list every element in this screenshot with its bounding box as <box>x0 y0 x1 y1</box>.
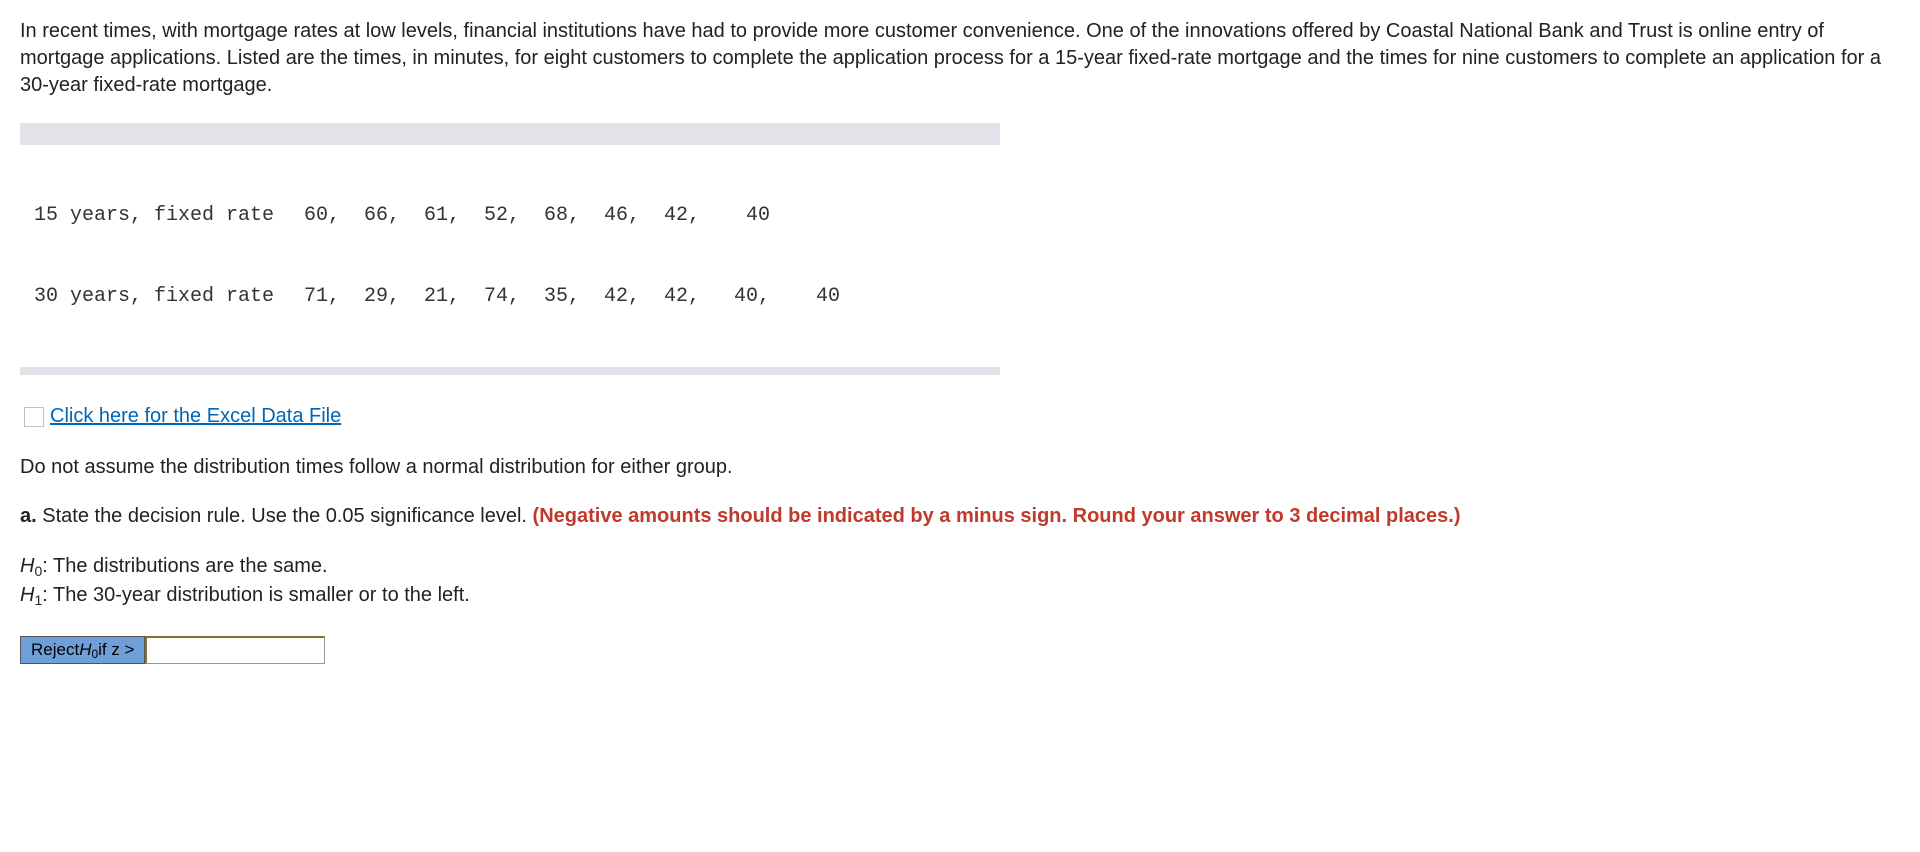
data-cell: 29, <box>340 283 400 310</box>
critical-value-input[interactable] <box>147 641 324 666</box>
data-cell: 52, <box>460 202 520 229</box>
h1-subscript: 1 <box>34 592 42 608</box>
data-cell: 42, <box>580 283 640 310</box>
excel-data-link[interactable]: Click here for the Excel Data File <box>50 403 341 430</box>
data-cell: 40, <box>700 283 770 310</box>
part-a-prefix: a. <box>20 505 42 527</box>
part-a-text: State the decision rule. Use the 0.05 si… <box>42 505 532 527</box>
h0-subscript: 0 <box>34 563 42 579</box>
table-row: 15 years, fixed rate60,66,61,52,68,46,42… <box>34 202 986 229</box>
table-row: 30 years, fixed rate71,29,21,74,35,42,42… <box>34 283 986 310</box>
h0-text: : The distributions are the same. <box>42 555 327 577</box>
reject-prefix: Reject <box>31 639 79 662</box>
data-table: 15 years, fixed rate60,66,61,52,68,46,42… <box>20 145 1000 367</box>
row-label-30yr: 30 years, fixed rate <box>34 283 280 310</box>
hypotheses-block: H0: The distributions are the same. H1: … <box>20 552 1900 610</box>
data-cell: 71, <box>280 283 340 310</box>
data-cell: 61, <box>400 202 460 229</box>
alt-hypothesis: H1: The 30-year distribution is smaller … <box>20 581 1900 610</box>
table-footer-bar <box>20 367 1000 375</box>
data-cell: 40 <box>770 283 840 310</box>
h1-text: : The 30-year distribution is smaller or… <box>42 584 470 606</box>
data-cell: 42, <box>640 283 700 310</box>
part-a-prompt: a. State the decision rule. Use the 0.05… <box>20 503 1900 530</box>
reject-h-symbol: H <box>79 639 91 662</box>
problem-intro: In recent times, with mortgage rates at … <box>20 18 1900 99</box>
file-icon <box>24 407 44 427</box>
data-cell: 68, <box>520 202 580 229</box>
table-header-bar <box>20 123 1000 145</box>
h1-symbol: H <box>20 584 34 606</box>
excel-link-row: Click here for the Excel Data File <box>24 403 1900 430</box>
data-cell: 66, <box>340 202 400 229</box>
data-cell: 40 <box>700 202 770 229</box>
part-a-instruction: (Negative amounts should be indicated by… <box>533 505 1461 527</box>
data-cell: 46, <box>580 202 640 229</box>
data-cell: 21, <box>400 283 460 310</box>
answer-input-wrap <box>145 636 325 664</box>
h0-symbol: H <box>20 555 34 577</box>
assumption-note: Do not assume the distribution times fol… <box>20 454 1900 481</box>
data-cell: 35, <box>520 283 580 310</box>
data-table-block: 15 years, fixed rate60,66,61,52,68,46,42… <box>20 123 1000 375</box>
data-cell: 74, <box>460 283 520 310</box>
decision-rule-label: Reject H0 if z > <box>20 636 145 664</box>
decision-rule-row: Reject H0 if z > <box>20 636 1900 664</box>
data-cell: 60, <box>280 202 340 229</box>
data-cell: 42, <box>640 202 700 229</box>
row-label-15yr: 15 years, fixed rate <box>34 202 280 229</box>
null-hypothesis: H0: The distributions are the same. <box>20 552 1900 581</box>
reject-suffix: if z > <box>98 639 134 662</box>
reject-h-subscript: 0 <box>91 646 98 662</box>
